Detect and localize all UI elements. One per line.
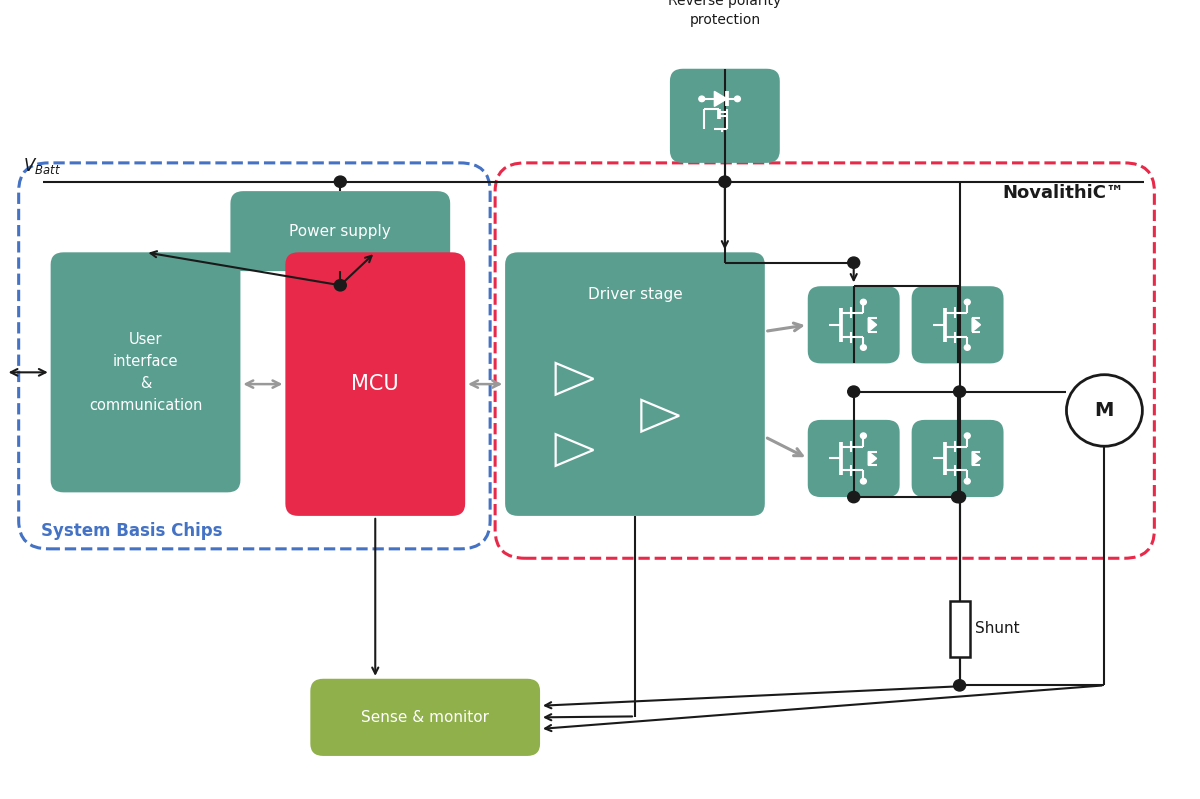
Circle shape [719, 176, 731, 187]
FancyBboxPatch shape [912, 286, 1003, 364]
Text: System Basis Chips: System Basis Chips [41, 523, 222, 540]
Circle shape [335, 280, 347, 291]
Circle shape [965, 433, 971, 439]
Text: $V_{Batt}$: $V_{Batt}$ [23, 156, 61, 176]
Circle shape [860, 344, 866, 350]
FancyBboxPatch shape [286, 252, 466, 516]
Circle shape [1067, 375, 1142, 446]
Text: M: M [1094, 401, 1114, 420]
Text: Power supply: Power supply [289, 224, 391, 239]
Text: MCU: MCU [352, 374, 400, 394]
Circle shape [847, 386, 859, 397]
Text: NovalithiC™: NovalithiC™ [1002, 184, 1124, 201]
Text: Sense & monitor: Sense & monitor [361, 710, 490, 725]
Circle shape [860, 300, 866, 305]
FancyBboxPatch shape [808, 420, 900, 497]
Text: Shunt: Shunt [974, 622, 1019, 636]
Text: Reverse polarity
protection: Reverse polarity protection [668, 0, 781, 26]
Circle shape [952, 491, 964, 503]
Text: User
interface
&
communication: User interface & communication [89, 332, 203, 413]
Circle shape [954, 386, 966, 397]
FancyBboxPatch shape [808, 286, 900, 364]
Circle shape [954, 491, 966, 503]
Circle shape [965, 344, 971, 350]
FancyBboxPatch shape [912, 420, 1003, 497]
Polygon shape [714, 91, 727, 106]
FancyBboxPatch shape [230, 191, 450, 271]
Polygon shape [972, 451, 980, 465]
Circle shape [965, 300, 971, 305]
Circle shape [734, 96, 740, 101]
FancyBboxPatch shape [505, 252, 764, 516]
FancyBboxPatch shape [311, 679, 540, 756]
Circle shape [335, 176, 347, 187]
Circle shape [954, 680, 966, 691]
Polygon shape [869, 451, 877, 465]
Circle shape [847, 257, 859, 268]
Circle shape [698, 96, 704, 101]
Bar [949, 601, 970, 657]
Polygon shape [972, 318, 980, 332]
Polygon shape [869, 318, 877, 332]
Circle shape [847, 491, 859, 503]
Circle shape [860, 479, 866, 484]
FancyBboxPatch shape [50, 252, 240, 492]
Circle shape [965, 479, 971, 484]
Circle shape [860, 433, 866, 439]
FancyBboxPatch shape [670, 69, 780, 163]
Text: Driver stage: Driver stage [588, 287, 683, 302]
